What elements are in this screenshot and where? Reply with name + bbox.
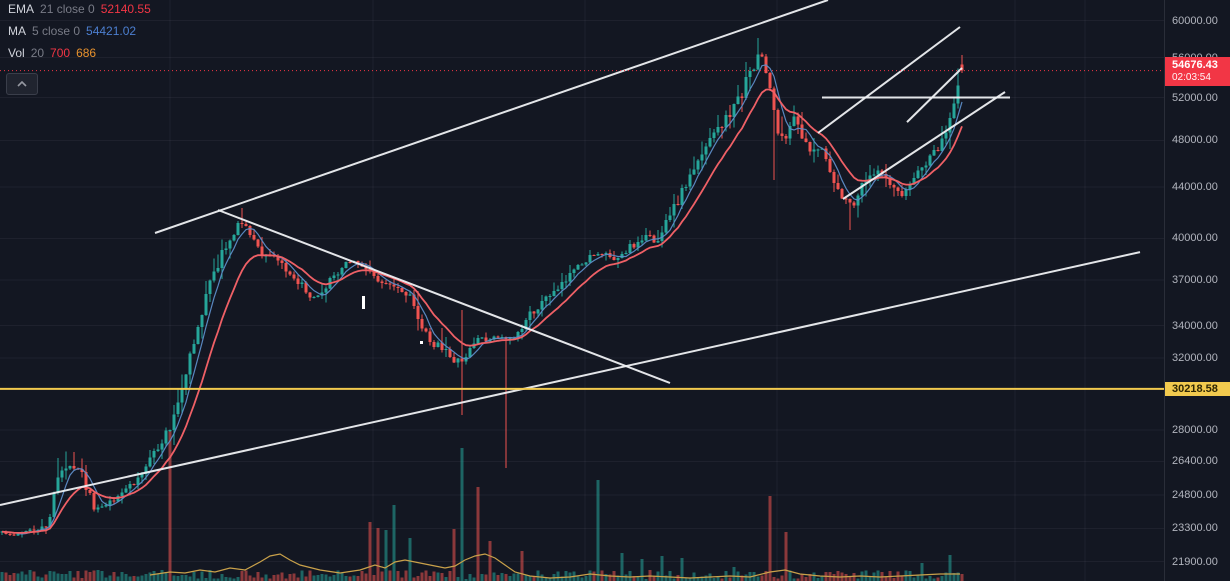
price-axis-label: 37000.00 [1172, 274, 1218, 286]
ema21-line [1, 88, 963, 534]
indicator-ema[interactable]: EMA 21 close 0 52140.55 [8, 3, 151, 15]
legend-text: Vol [8, 46, 25, 60]
candlestick-chart-canvas[interactable] [0, 0, 1164, 581]
legend-text: 21 close 0 [40, 2, 95, 16]
yellow-level-badge: 30218.58 [1165, 382, 1230, 396]
legend-text: 686 [76, 46, 97, 60]
indicator-vol[interactable]: Vol 20 700 686 [8, 47, 151, 59]
price-axis-label: 21900.00 [1172, 556, 1218, 568]
price-axis-label: 32000.00 [1172, 352, 1218, 364]
legend-text: EMA [8, 2, 35, 16]
indicator-legend: EMA 21 close 0 52140.55 MA 5 close 0 54421.02… [8, 3, 151, 69]
channel-mid [906, 67, 963, 123]
current-price-value: 54676.43 [1172, 59, 1218, 71]
price-axis-label: 44000.00 [1172, 181, 1218, 193]
price-axis[interactable]: 54676.43 02:03:54 30218.58 60000.0056000… [1164, 0, 1230, 581]
current-price-badge: 54676.43 02:03:54 [1165, 57, 1230, 86]
drawing-markers [362, 296, 423, 344]
legend-text: 54421.02 [86, 24, 137, 38]
volume-ma-line [149, 553, 960, 579]
support-major [0, 251, 1141, 506]
indicator-ma[interactable]: MA 5 close 0 54421.02 [8, 25, 151, 37]
price-axis-label: 28000.00 [1172, 424, 1218, 436]
volume-series [0, 430, 964, 581]
channel-upper [817, 26, 961, 134]
legend-text: 700 [50, 46, 71, 60]
legend-text: MA [8, 24, 26, 38]
bar-countdown: 02:03:54 [1172, 72, 1211, 83]
chevron-up-icon [17, 81, 27, 87]
price-axis-label: 48000.00 [1172, 134, 1218, 146]
legend-text: 52140.55 [100, 2, 151, 16]
channel-lower [842, 91, 1006, 200]
price-axis-label: 34000.00 [1172, 320, 1218, 332]
price-axis-label: 24800.00 [1172, 489, 1218, 501]
price-axis-label: 26400.00 [1172, 455, 1218, 467]
candlestick-series [0, 38, 964, 538]
price-axis-label: 40000.00 [1172, 232, 1218, 244]
descending-line [217, 209, 671, 384]
legend-text: 20 [30, 46, 45, 60]
price-axis-label: 60000.00 [1172, 15, 1218, 27]
collapse-indicators-button[interactable] [6, 73, 38, 95]
price-axis-label: 52000.00 [1172, 92, 1218, 104]
ma5-line [17, 64, 963, 535]
legend-text: 5 close 0 [32, 24, 81, 38]
trendline-drawings[interactable] [0, 0, 1141, 506]
resistance-major [154, 0, 829, 234]
grid-lines [0, 0, 1164, 581]
price-axis-label: 23300.00 [1172, 522, 1218, 534]
